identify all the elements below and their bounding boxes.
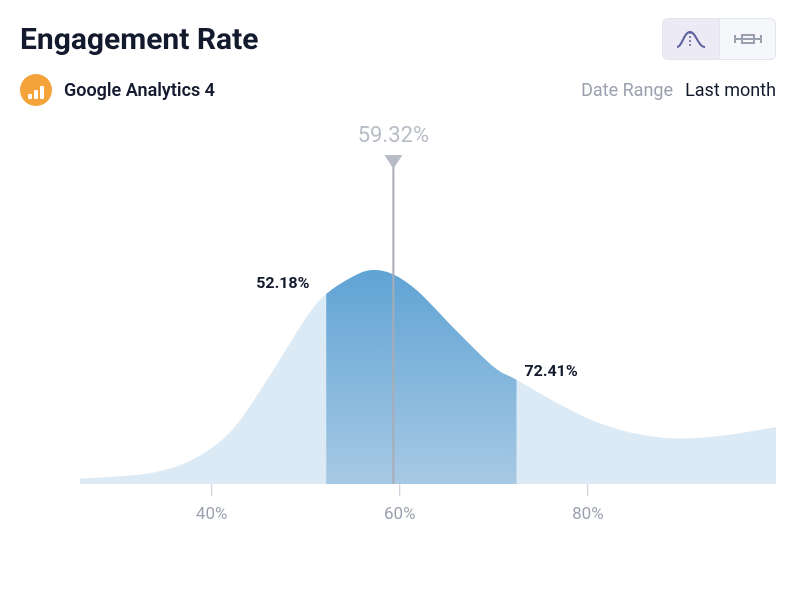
- engagement-widget: Engagement Rate: [0, 0, 796, 594]
- density-curve-icon: [676, 29, 706, 49]
- band-high-label: 72.41%: [525, 361, 578, 380]
- chart-canvas: [20, 114, 776, 544]
- median-label: 59.32%: [358, 123, 429, 148]
- header-row: Engagement Rate: [20, 18, 776, 60]
- x-tick: 80%: [572, 484, 604, 524]
- widget-title: Engagement Rate: [20, 22, 258, 57]
- ga4-icon: [20, 74, 52, 106]
- meta-row: Google Analytics 4 Date Range Last month: [20, 74, 776, 106]
- date-range[interactable]: Date Range Last month: [581, 80, 776, 101]
- x-axis-ticks: 40% 60% 80%: [20, 484, 776, 544]
- date-range-label: Date Range: [581, 80, 673, 101]
- toggle-density-view[interactable]: [663, 19, 719, 59]
- view-toggle-group: [662, 18, 776, 60]
- data-source: Google Analytics 4: [20, 74, 215, 106]
- band-low-label: 52.18%: [256, 273, 309, 292]
- boxplot-icon: [733, 29, 763, 49]
- x-tick: 60%: [384, 484, 416, 524]
- density-chart: 59.32% 52.18% 72.41% 40% 60% 80%: [20, 114, 776, 544]
- x-tick: 40%: [196, 484, 228, 524]
- toggle-boxplot-view[interactable]: [719, 19, 775, 59]
- date-range-value: Last month: [685, 80, 776, 101]
- source-name: Google Analytics 4: [64, 80, 215, 101]
